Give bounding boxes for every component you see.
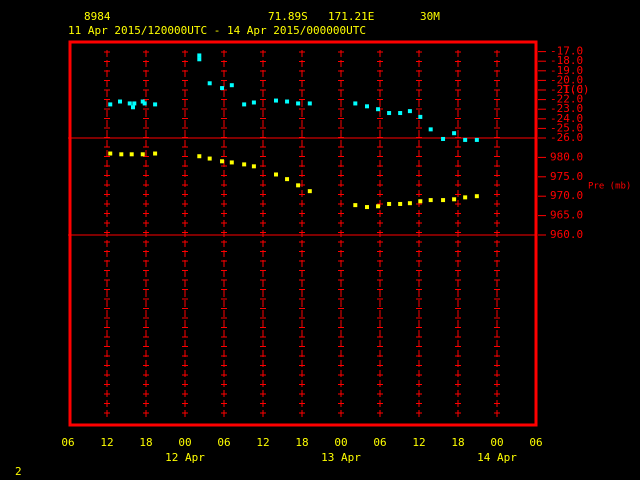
data-point	[463, 137, 468, 142]
longitude: 171.21E	[328, 10, 374, 23]
y-tick-label: -24.0	[550, 112, 583, 125]
data-point	[229, 83, 234, 88]
data-point	[108, 102, 113, 107]
data-point	[242, 162, 247, 167]
data-point	[428, 127, 433, 132]
y2-axis-label: Pre (mb)	[588, 182, 631, 192]
y-tick-label: -23.0	[550, 102, 583, 115]
y-tick-label: -20.0	[550, 73, 583, 86]
x-tick-label: 12	[256, 436, 269, 449]
data-point	[274, 98, 278, 103]
data-point	[251, 100, 256, 105]
data-point	[207, 156, 212, 161]
data-point	[197, 53, 202, 58]
data-point	[197, 154, 202, 159]
y-tick-label: -25.0	[550, 121, 583, 134]
y-tick-label: -18.0	[550, 54, 583, 67]
footer: 2	[15, 465, 22, 478]
data-point	[129, 152, 134, 157]
data-point	[242, 102, 247, 107]
data-point	[474, 137, 479, 142]
data-point	[207, 81, 212, 86]
data-point	[452, 131, 457, 136]
x-date-label: 13 Apr	[321, 451, 361, 464]
latitude: 71.89S	[268, 10, 308, 23]
x-tick-label: 06	[373, 436, 386, 449]
data-point	[463, 195, 468, 200]
x-tick-label: 00	[334, 436, 347, 449]
data-point	[441, 198, 446, 203]
data-point	[296, 101, 301, 106]
y-axis-label: T(C)	[563, 83, 590, 96]
y2-tick-label: 980.0	[550, 150, 583, 163]
data-point	[376, 107, 381, 112]
data-point	[251, 164, 256, 169]
data-point	[220, 159, 225, 164]
data-point	[119, 152, 124, 157]
data-point	[274, 172, 278, 177]
chart-title: 11 Apr 2015/120000UTC - 14 Apr 2015/0000…	[68, 24, 366, 37]
y2-tick-label: 960.0	[550, 228, 583, 241]
data-point	[398, 111, 403, 116]
data-point	[441, 136, 446, 141]
data-point	[452, 197, 457, 202]
x-tick-label: 12	[412, 436, 425, 449]
x-tick-label: 00	[178, 436, 191, 449]
data-point	[418, 114, 423, 119]
data-point	[229, 160, 234, 165]
data-point	[428, 198, 433, 203]
data-point	[365, 205, 369, 210]
y-tick-label: -26.0	[550, 131, 583, 144]
elevation: 30M	[420, 10, 440, 23]
data-point	[353, 203, 358, 208]
data-point	[387, 111, 392, 116]
x-tick-label: 18	[451, 436, 464, 449]
x-date-label: 12 Apr	[165, 451, 205, 464]
y2-tick-label: 965.0	[550, 209, 583, 222]
data-point	[376, 204, 381, 209]
data-point	[220, 86, 225, 91]
x-tick-label: 12	[100, 436, 113, 449]
data-point	[108, 151, 113, 156]
x-tick-label: 00	[490, 436, 503, 449]
y-tick-label: -22.0	[550, 93, 583, 106]
x-tick-label: 06	[529, 436, 542, 449]
data-point	[132, 101, 137, 106]
data-point	[307, 189, 312, 194]
data-point	[127, 101, 132, 106]
data-point	[407, 109, 412, 114]
data-point	[285, 99, 290, 104]
data-point	[142, 101, 147, 106]
data-point	[197, 57, 202, 62]
data-point	[387, 201, 392, 206]
station: 8984	[84, 10, 111, 23]
data-point	[474, 194, 479, 199]
data-point	[118, 99, 122, 104]
data-point	[407, 201, 412, 206]
x-tick-label: 18	[295, 436, 308, 449]
data-point	[131, 105, 135, 110]
data-point	[365, 104, 369, 109]
plot-frame	[68, 40, 538, 427]
y-tick-label: -19.0	[550, 64, 583, 77]
y-tick-label: -17.0	[550, 45, 583, 58]
x-tick-label: 06	[217, 436, 230, 449]
y2-tick-label: 975.0	[550, 170, 583, 183]
data-point	[153, 151, 158, 156]
data-point	[153, 102, 158, 107]
x-tick-label: 06	[61, 436, 74, 449]
data-point	[140, 152, 145, 157]
data-point	[307, 101, 312, 106]
x-tick-label: 18	[139, 436, 152, 449]
y2-tick-label: 970.0	[550, 189, 583, 202]
data-point	[296, 183, 301, 188]
x-date-label: 14 Apr	[477, 451, 517, 464]
data-point	[285, 177, 290, 182]
data-point	[398, 201, 403, 206]
data-point	[353, 101, 358, 106]
y-tick-label: -21.0	[550, 83, 583, 96]
data-point	[418, 199, 423, 204]
